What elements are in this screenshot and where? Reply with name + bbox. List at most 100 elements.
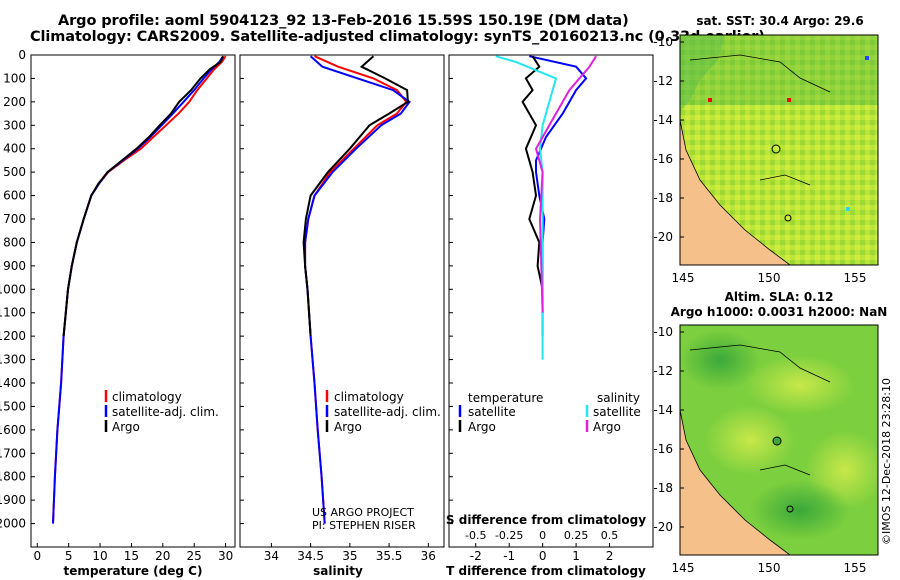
depth-tick-label: 1100 bbox=[0, 306, 26, 320]
depth-tick-label: 1200 bbox=[0, 329, 26, 343]
lon-tick-label: 155 bbox=[844, 271, 867, 285]
sla-lon-ticks: 145 150 155 bbox=[672, 561, 867, 575]
x-tick-label: 34.5 bbox=[297, 549, 324, 563]
s-tick-label: 0.25 bbox=[564, 529, 589, 542]
sst-argo-marker bbox=[771, 144, 781, 154]
depth-tick-label: 0 bbox=[18, 48, 26, 62]
difference-legend: temperature satellite Argo salinity sate… bbox=[458, 391, 641, 434]
lat-tick-label: -10 bbox=[653, 35, 673, 49]
sla-map-subtitle: Argo h1000: 0.0031 h2000: NaN bbox=[671, 305, 888, 319]
depth-tick-label: 2000 bbox=[0, 517, 26, 531]
legend-satellite-label: satellite-adj. clim. bbox=[112, 405, 219, 419]
sla-land-australia bbox=[680, 409, 791, 555]
lat-tick-label: -18 bbox=[653, 191, 673, 205]
sla-map-title: Altim. SLA: 0.12 bbox=[725, 290, 834, 304]
sla-reef-islands bbox=[759, 464, 811, 476]
depth-tick-label: 800 bbox=[3, 235, 26, 249]
sst-map-frame bbox=[679, 34, 879, 266]
x-tick-label: 2 bbox=[606, 549, 614, 563]
lat-tick-label: -14 bbox=[653, 403, 673, 417]
lat-tick-label: -18 bbox=[653, 481, 673, 495]
sla-low-2 bbox=[750, 480, 850, 540]
sla-lat-ticks: -10 -12 -14 -16 -18 -20 bbox=[653, 325, 684, 534]
legend2-satellite-label: satellite-adj. clim. bbox=[334, 405, 441, 419]
series-line-t-argo bbox=[521, 55, 544, 290]
difference-panel-frame bbox=[448, 54, 654, 548]
series-line-s-satellite bbox=[495, 55, 558, 360]
depth-tick-label: 300 bbox=[3, 118, 26, 132]
s-tick-label: -0.5 bbox=[465, 529, 486, 542]
sst-map: sat. SST: 30.4 Argo: 29.6 bbox=[653, 14, 879, 285]
temperature-x-ticks: 0 5 10 15 20 25 30 bbox=[33, 543, 233, 563]
sla-argo-marker bbox=[772, 436, 782, 446]
lon-tick-label: 145 bbox=[672, 271, 695, 285]
lat-tick-label: -12 bbox=[653, 74, 673, 88]
sst-pixel-hot1 bbox=[708, 98, 712, 102]
temperature-panel: 0100200300400500600700800900100011001200… bbox=[0, 48, 453, 578]
sst-reef-islands bbox=[759, 174, 811, 186]
legend-temperature-header: temperature bbox=[468, 391, 543, 405]
depth-tick-label: 1000 bbox=[0, 282, 26, 296]
s-difference-xlabel: S difference from climatology bbox=[446, 513, 646, 527]
sst-nw-region bbox=[680, 35, 725, 112]
x-tick-label: 5 bbox=[65, 549, 73, 563]
legend-t-satellite-label: satellite bbox=[468, 405, 516, 419]
lat-tick-label: -20 bbox=[653, 230, 673, 244]
legend-climatology-label: climatology bbox=[112, 390, 182, 404]
salinity-series bbox=[302, 55, 411, 524]
temperature-xlabel: temperature (deg C) bbox=[64, 564, 203, 578]
difference-top-ticks: -0.5 -0.25 0 0.25 0.5 bbox=[465, 529, 618, 542]
x-tick-label: 34 bbox=[264, 549, 279, 563]
legend2-climatology-label: climatology bbox=[334, 390, 404, 404]
depth-tick-label: 1400 bbox=[0, 376, 26, 390]
sla-map-frame bbox=[679, 324, 879, 556]
x-tick-label: 36 bbox=[421, 549, 436, 563]
series-line-t-satellite bbox=[529, 55, 588, 337]
x-tick-label: 1 bbox=[572, 549, 580, 563]
temperature-panel-frame bbox=[30, 54, 236, 548]
depth-tick-label: 1900 bbox=[0, 493, 26, 507]
salinity-legend: climatology satellite-adj. clim. Argo bbox=[325, 390, 441, 434]
difference-series bbox=[495, 55, 597, 360]
s-tick-label: 0.5 bbox=[601, 529, 619, 542]
legend-s-argo-label: Argo bbox=[593, 420, 621, 434]
depth-tick-label: 1600 bbox=[0, 423, 26, 437]
depth-tick-label: 1300 bbox=[0, 353, 26, 367]
sst-pixel-hot2 bbox=[787, 98, 791, 102]
s-tick-label: 0 bbox=[539, 529, 546, 542]
x-tick-label: 30 bbox=[218, 549, 233, 563]
sla-reference-marker bbox=[786, 505, 794, 513]
x-tick-label: 35 bbox=[342, 549, 357, 563]
x-tick-label: 35.5 bbox=[376, 549, 403, 563]
temperature-series bbox=[52, 55, 227, 524]
x-tick-label: 0 bbox=[539, 549, 547, 563]
sst-map-title: sat. SST: 30.4 Argo: 29.6 bbox=[696, 14, 863, 28]
series-line-satellite-adj-clim- bbox=[304, 55, 411, 524]
depth-tick-label: 1700 bbox=[0, 446, 26, 460]
lat-tick-label: -16 bbox=[653, 442, 673, 456]
x-tick-label: 15 bbox=[124, 549, 139, 563]
series-line-s-argo bbox=[534, 55, 597, 313]
salinity-panel-frame bbox=[239, 54, 445, 548]
series-line-climatology bbox=[52, 55, 227, 524]
lon-tick-label: 145 bbox=[672, 561, 695, 575]
x-tick-label: 0 bbox=[33, 549, 41, 563]
lon-tick-label: 155 bbox=[844, 561, 867, 575]
lat-tick-label: -20 bbox=[653, 520, 673, 534]
lon-tick-label: 150 bbox=[758, 561, 781, 575]
s-tick-label: -0.25 bbox=[495, 529, 523, 542]
sla-low-1 bbox=[680, 330, 760, 390]
salinity-x-ticks: 34 34.5 35 35.5 36 bbox=[264, 543, 436, 563]
sst-pixel-cool1 bbox=[846, 207, 850, 211]
sla-png-coast bbox=[689, 344, 831, 383]
depth-tick-label: 700 bbox=[3, 212, 26, 226]
x-tick-label: -1 bbox=[503, 549, 515, 563]
sst-lat-ticks: -10 -12 -14 -16 -18 -20 bbox=[653, 35, 684, 244]
legend-salinity-header: salinity bbox=[597, 391, 640, 405]
legend-t-argo-label: Argo bbox=[468, 420, 496, 434]
x-tick-label: -2 bbox=[470, 549, 482, 563]
temperature-legend: climatology satellite-adj. clim. Argo bbox=[104, 390, 219, 434]
figure-title: Argo profile: aoml 5904123_92 13-Feb-201… bbox=[58, 13, 629, 29]
salinity-xlabel: salinity bbox=[313, 564, 363, 578]
